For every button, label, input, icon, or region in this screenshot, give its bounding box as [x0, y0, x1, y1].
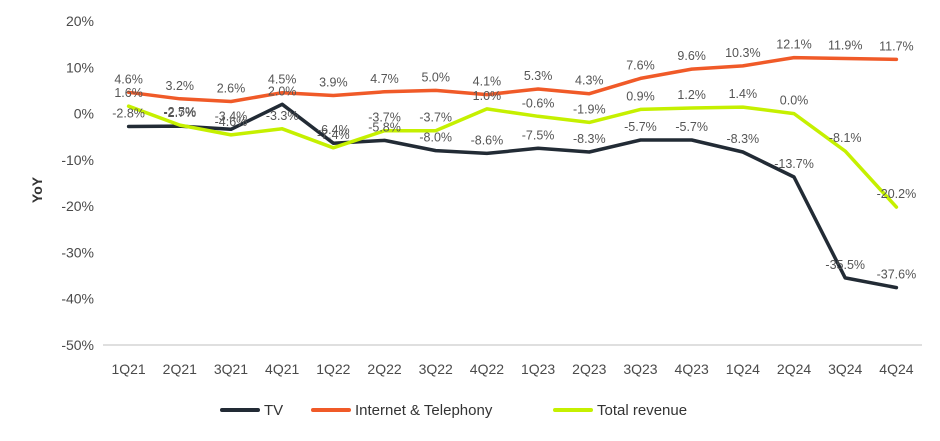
data-label: 0.9%	[626, 89, 655, 103]
data-label: 12.1%	[776, 38, 811, 52]
series-lines	[126, 55, 899, 290]
data-label: 3.2%	[166, 79, 195, 93]
data-label: 2.6%	[217, 82, 246, 96]
x-tick-label: 4Q21	[265, 361, 299, 377]
y-tick-label: -40%	[61, 291, 94, 307]
y-axis-label: YoY	[29, 176, 45, 203]
data-label: 4.3%	[575, 74, 604, 88]
x-tick-label: 3Q21	[214, 361, 248, 377]
data-label: -7.4%	[317, 128, 350, 142]
x-axis: 1Q21 2Q21 3Q21 4Q21 1Q22 2Q22 3Q22 4Q22 1Q23 2Q23…	[103, 344, 922, 377]
legend-label-tv: TV	[264, 402, 283, 419]
data-label: 5.0%	[421, 70, 450, 84]
data-label: -3.4%	[215, 109, 248, 123]
y-tick-label: 0%	[74, 106, 94, 122]
data-label: -5.7%	[675, 120, 708, 134]
data-label: 5.3%	[524, 69, 553, 83]
data-label: -35.5%	[825, 258, 865, 272]
series-line-tv	[126, 102, 899, 290]
data-label: -8.6%	[471, 133, 504, 147]
x-tick-label: 3Q24	[828, 361, 862, 377]
series-line-total-revenue	[126, 104, 899, 209]
y-tick-label: 10%	[66, 59, 94, 75]
y-tick-label: -50%	[61, 337, 94, 353]
data-label: -3.7%	[419, 111, 452, 125]
data-label: 4.7%	[370, 72, 399, 86]
data-label: -4.6%	[215, 115, 248, 129]
data-label: 1.0%	[473, 89, 502, 103]
data-label: -8.3%	[727, 132, 760, 146]
data-label: -3.3%	[266, 109, 299, 123]
x-tick-label: 1Q24	[726, 361, 760, 377]
x-tick-label: 4Q22	[470, 361, 504, 377]
data-label: 1.4%	[729, 87, 758, 101]
data-label: -13.7%	[774, 157, 814, 171]
x-tick-label: 1Q21	[111, 361, 145, 377]
data-label: 3.9%	[319, 76, 348, 90]
data-label: 4.1%	[473, 75, 502, 89]
x-tick-label: 1Q22	[316, 361, 350, 377]
data-label: 11.9%	[828, 38, 863, 52]
data-label: -8.3%	[573, 132, 606, 146]
data-labels: -2.8% -2.7% -3.4% 2.0% -6.4% -5.8% -8.0% -8.6% -…	[112, 38, 916, 282]
data-label: 7.6%	[626, 58, 655, 72]
data-label: 0.0%	[780, 94, 809, 108]
data-label: 2.0%	[268, 84, 297, 98]
x-tick-label: 4Q24	[879, 361, 913, 377]
x-tick-label: 1Q23	[521, 361, 555, 377]
data-label: -5.7%	[624, 120, 657, 134]
legend: TV Internet & Telephony Total revenue	[220, 402, 687, 419]
data-label: -1.9%	[573, 102, 606, 116]
data-label: -7.5%	[522, 128, 555, 142]
data-label: -0.6%	[522, 96, 555, 110]
x-tick-label: 3Q22	[419, 361, 453, 377]
data-label: -8.0%	[419, 131, 452, 145]
data-label: 4.6%	[114, 72, 143, 86]
data-label: -8.1%	[829, 131, 862, 145]
data-label: -5.8%	[368, 120, 401, 134]
data-label: -20.2%	[877, 187, 917, 201]
x-tick-label: 2Q22	[367, 361, 401, 377]
x-tick-label: 2Q24	[777, 361, 811, 377]
data-label: 10.3%	[725, 46, 760, 60]
data-label: -3.7%	[368, 111, 401, 125]
legend-label-total-revenue: Total revenue	[597, 402, 687, 419]
data-label: 9.6%	[677, 49, 706, 63]
y-tick-label: 20%	[66, 13, 94, 29]
x-tick-label: 2Q23	[572, 361, 606, 377]
data-label: -2.8%	[112, 107, 145, 121]
y-tick-label: -10%	[61, 152, 94, 168]
series-line-internet-telephony	[126, 55, 899, 104]
y-axis-ticks: 20% 10% 0% -10% -20% -30% -40% -50%	[61, 13, 94, 353]
x-tick-label: 2Q21	[163, 361, 197, 377]
data-label: 11.7%	[879, 39, 914, 53]
data-label: -6.4%	[317, 123, 350, 137]
data-label: 1.6%	[114, 86, 143, 100]
y-tick-label: -20%	[61, 198, 94, 214]
data-label: -2.5%	[163, 105, 196, 119]
data-label: 4.5%	[268, 73, 297, 87]
data-label: -37.6%	[877, 268, 917, 282]
x-tick-label: 3Q23	[623, 361, 657, 377]
x-tick-label: 4Q23	[675, 361, 709, 377]
data-label: -2.7%	[163, 106, 196, 120]
y-tick-label: -30%	[61, 244, 94, 260]
legend-label-internet-telephony: Internet & Telephony	[355, 402, 493, 419]
data-label: 1.2%	[677, 88, 706, 102]
